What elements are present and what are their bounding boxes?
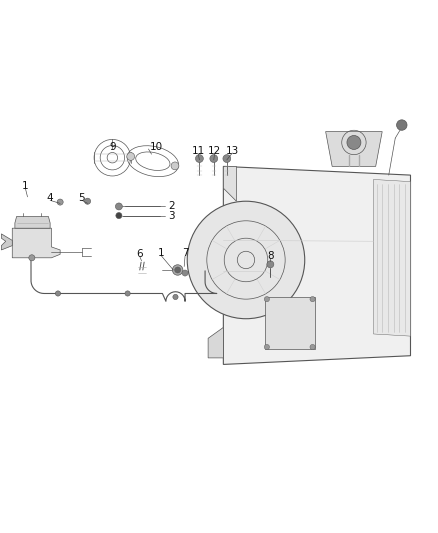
Circle shape: [264, 344, 269, 350]
Circle shape: [173, 294, 178, 300]
Polygon shape: [208, 327, 223, 358]
Circle shape: [310, 296, 315, 302]
Circle shape: [85, 198, 91, 204]
Circle shape: [210, 155, 218, 163]
Circle shape: [175, 267, 181, 273]
Circle shape: [116, 213, 122, 219]
Circle shape: [264, 296, 269, 302]
Circle shape: [347, 135, 361, 149]
Circle shape: [310, 344, 315, 350]
Circle shape: [173, 265, 183, 275]
Text: 1: 1: [22, 181, 28, 191]
Polygon shape: [374, 180, 410, 336]
Circle shape: [116, 203, 122, 210]
Text: 2: 2: [168, 201, 174, 212]
Text: 1: 1: [158, 248, 165, 259]
Text: 9: 9: [109, 142, 116, 152]
Polygon shape: [223, 166, 410, 365]
Circle shape: [223, 155, 231, 163]
Circle shape: [127, 152, 134, 160]
Circle shape: [125, 291, 130, 296]
Polygon shape: [265, 297, 315, 349]
Text: 3: 3: [168, 211, 174, 221]
Circle shape: [55, 291, 60, 296]
Circle shape: [267, 261, 274, 268]
Polygon shape: [1, 234, 12, 250]
Polygon shape: [12, 228, 60, 258]
Polygon shape: [223, 166, 237, 201]
Text: 13: 13: [226, 146, 239, 156]
Text: 12: 12: [208, 146, 221, 156]
Circle shape: [187, 201, 305, 319]
Polygon shape: [325, 132, 382, 166]
Text: 11: 11: [191, 146, 205, 156]
Text: 8: 8: [267, 251, 274, 261]
Circle shape: [195, 155, 203, 163]
Circle shape: [171, 162, 179, 170]
Text: 6: 6: [137, 249, 143, 260]
Text: 4: 4: [47, 193, 53, 203]
Polygon shape: [15, 216, 50, 228]
Circle shape: [182, 270, 188, 276]
Circle shape: [396, 120, 407, 130]
Circle shape: [29, 255, 35, 261]
Text: 5: 5: [78, 193, 85, 203]
Circle shape: [57, 199, 63, 205]
Text: 10: 10: [149, 142, 162, 152]
Text: 7: 7: [182, 248, 188, 259]
